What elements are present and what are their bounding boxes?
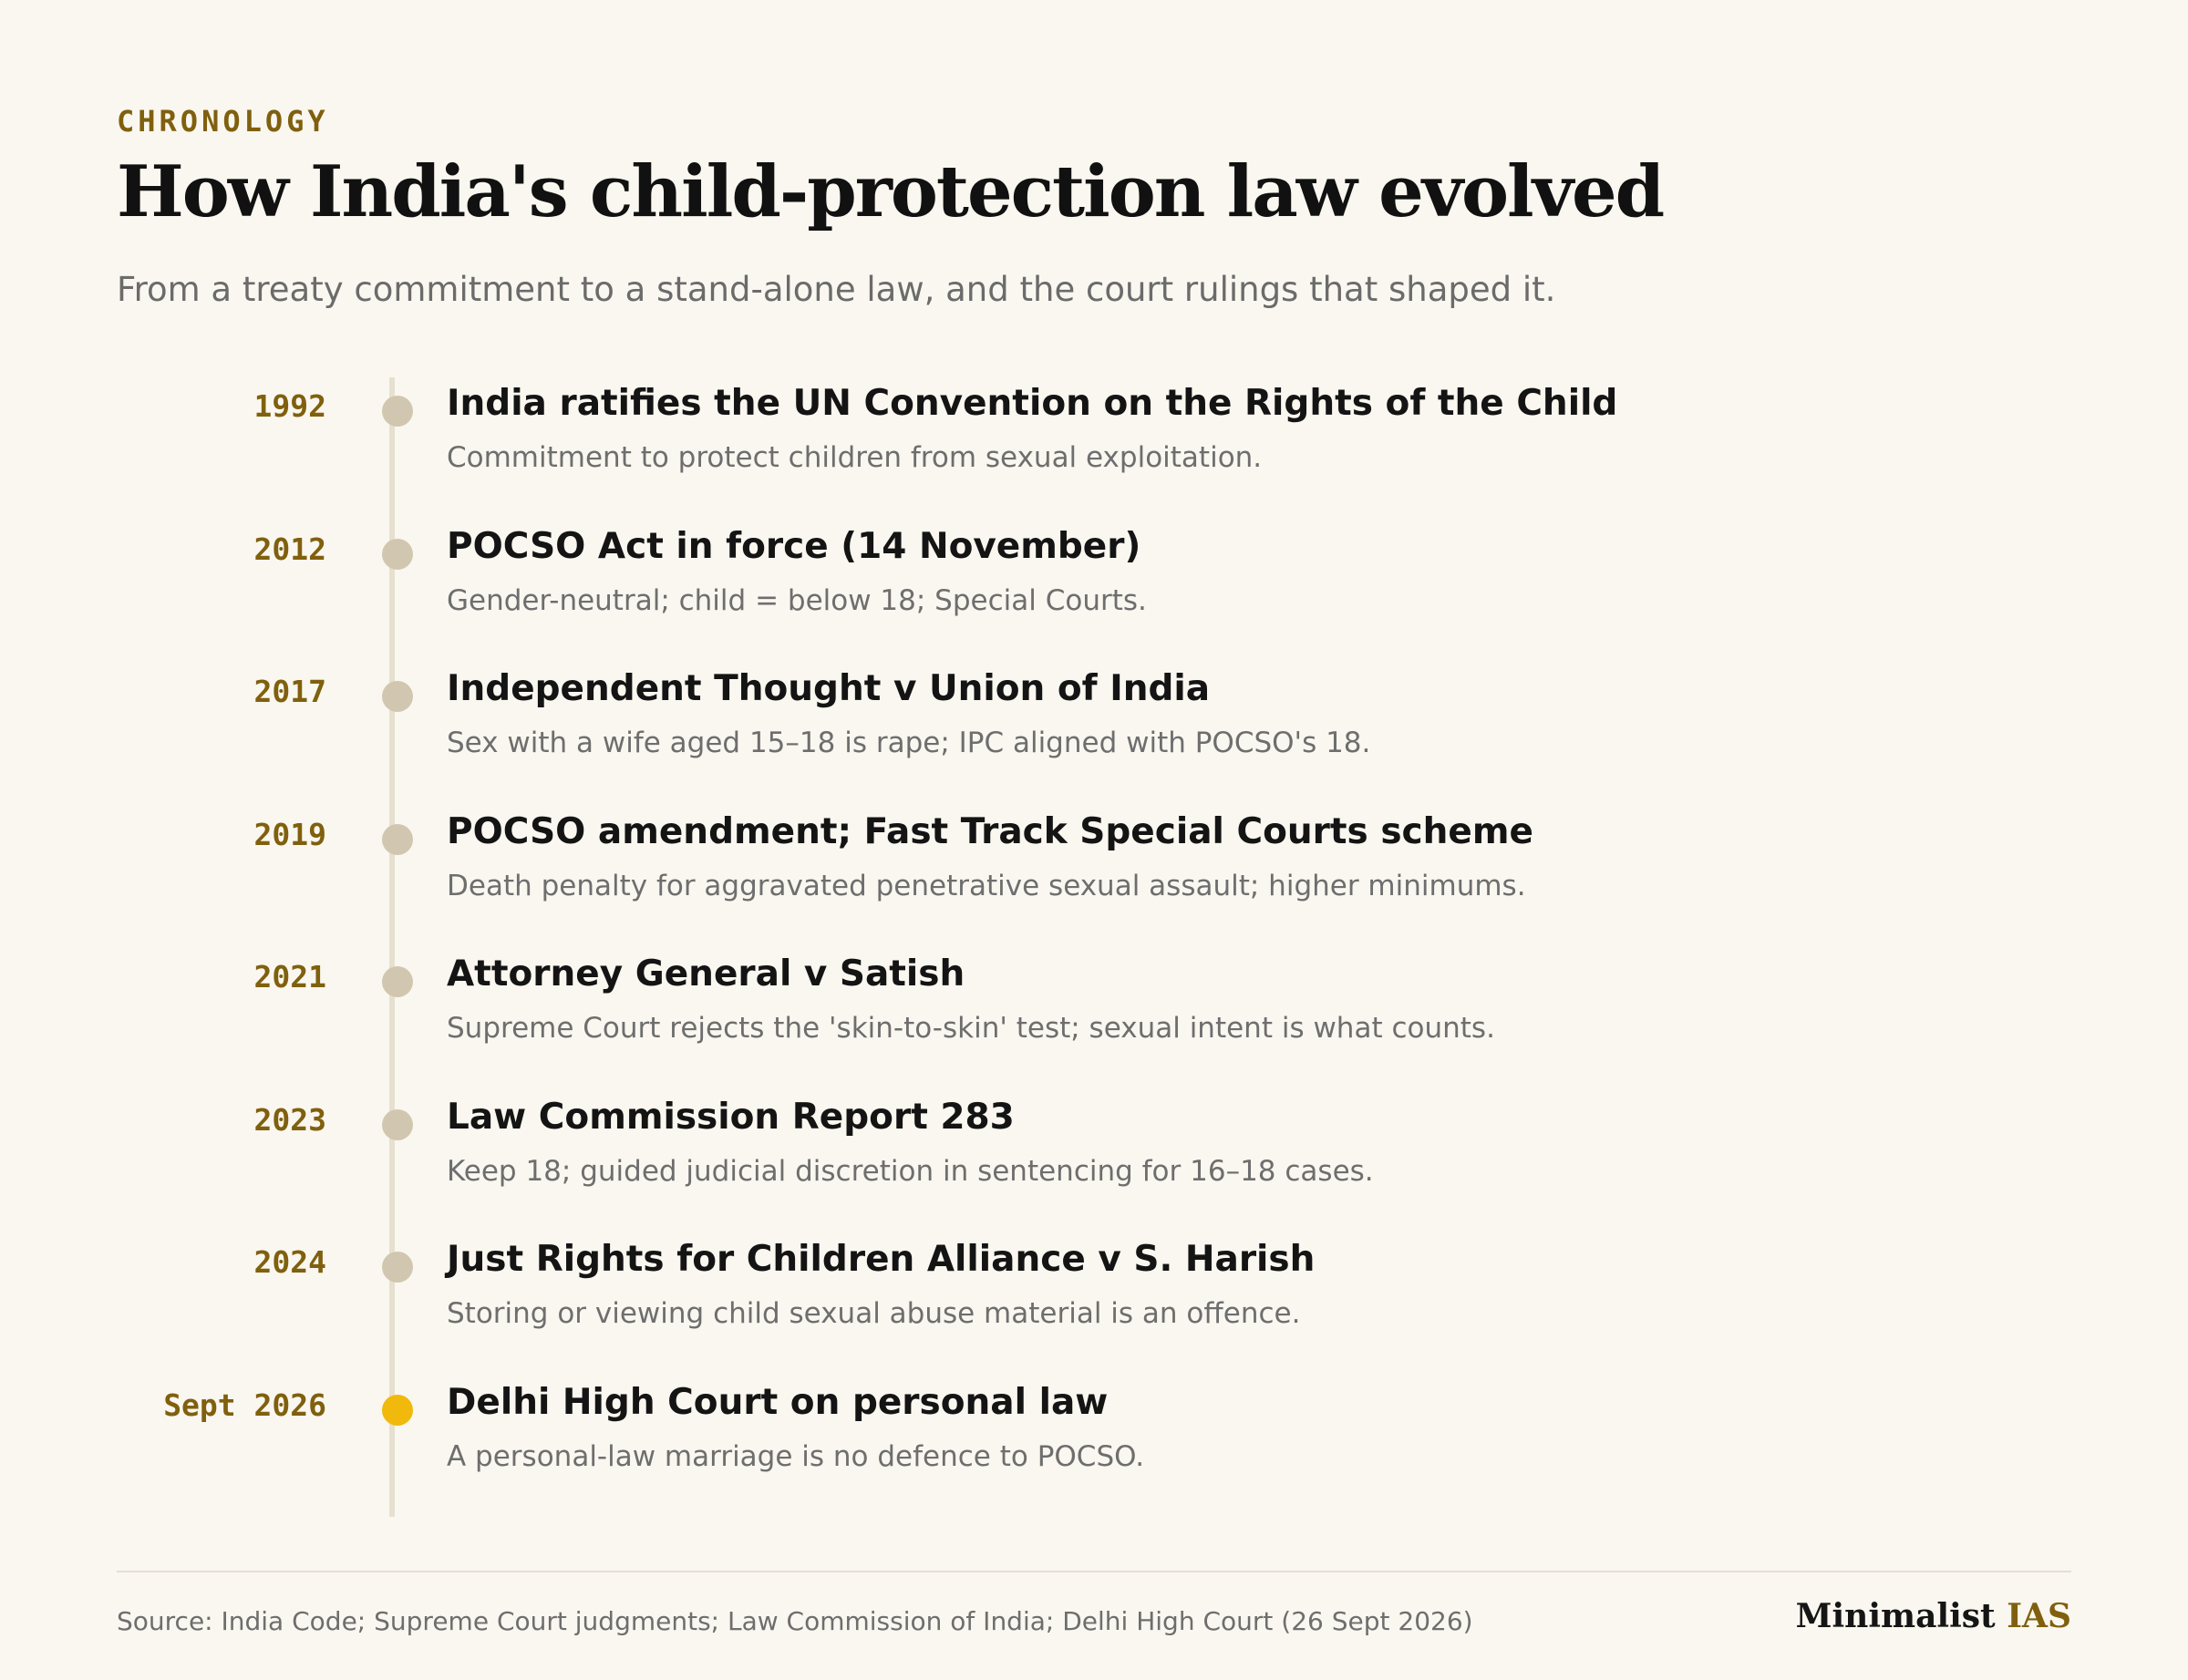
event-title: India ratifies the UN Convention on the … xyxy=(447,383,1618,424)
event-title: Delhi High Court on personal law xyxy=(447,1381,1109,1423)
timeline-axis xyxy=(389,377,395,1517)
footer-divider xyxy=(117,1571,2071,1572)
event-description: Storing or viewing child sexual abuse ma… xyxy=(447,1297,1301,1330)
event-year: Sept 2026 xyxy=(163,1386,326,1423)
timeline-event: 2023 Law Commission Report 283 Keep 18; gu… xyxy=(0,1097,2188,1233)
timeline-event: 2021 Attorney General v Satish Supreme Cou… xyxy=(0,953,2188,1090)
source-note: Source: India Code; Supreme Court judgme… xyxy=(117,1606,1473,1636)
event-title: POCSO amendment; Fast Track Special Cour… xyxy=(447,810,1533,852)
event-description: Death penalty for aggravated penetrative… xyxy=(447,869,1526,902)
page-title: How India's child-protection law evolved xyxy=(117,150,1665,233)
timeline-event: 2012 POCSO Act in force (14 November) Gend… xyxy=(0,526,2188,663)
brand-suffix: IAS xyxy=(2007,1597,2071,1635)
event-description: Supreme Court rejects the 'skin-to-skin'… xyxy=(447,1012,1495,1045)
timeline-dot xyxy=(382,538,413,570)
event-year: 2012 xyxy=(253,531,326,567)
event-description: A personal-law marriage is no defence to… xyxy=(447,1439,1145,1473)
event-description: Sex with a wife aged 15–18 is rape; IPC … xyxy=(447,727,1371,759)
timeline-dot xyxy=(382,823,413,855)
event-title: POCSO Act in force (14 November) xyxy=(447,525,1141,567)
timeline-dot xyxy=(382,396,413,427)
brand-logo: Minimalist IAS xyxy=(1796,1597,2071,1635)
timeline-event: 2024 Just Rights for Children Alliance v … xyxy=(0,1239,2188,1376)
eyebrow-label: CHRONOLOGY xyxy=(117,104,329,139)
event-title: Attorney General v Satish xyxy=(447,953,965,995)
event-year: 2024 xyxy=(253,1244,326,1280)
timeline-dot xyxy=(382,966,413,997)
event-description: Gender-neutral; child = below 18; Specia… xyxy=(447,583,1147,617)
page-subtitle: From a treaty commitment to a stand-alon… xyxy=(117,270,1556,309)
timeline-dot xyxy=(382,681,413,712)
event-description: Keep 18; guided judicial discretion in s… xyxy=(447,1154,1374,1188)
event-year: 2019 xyxy=(253,816,326,852)
timeline-dot xyxy=(382,1108,413,1140)
event-year: 2023 xyxy=(253,1101,326,1138)
timeline-event: 2017 Independent Thought v Union of India… xyxy=(0,668,2188,805)
event-description: Commitment to protect children from sexu… xyxy=(447,441,1263,474)
event-year: 2017 xyxy=(253,674,326,709)
timeline-dot-current xyxy=(382,1394,413,1426)
event-title: Just Rights for Children Alliance v S. H… xyxy=(447,1239,1316,1280)
timeline-dot xyxy=(382,1252,413,1283)
timeline-event: 2019 POCSO amendment; Fast Track Special … xyxy=(0,811,2188,948)
event-title: Law Commission Report 283 xyxy=(447,1096,1015,1138)
event-year: 2021 xyxy=(253,959,326,995)
event-title: Independent Thought v Union of India xyxy=(447,668,1211,709)
brand-name: Minimalist xyxy=(1795,1597,1996,1635)
timeline-event: Sept 2026 Delhi High Court on personal la… xyxy=(0,1382,2188,1519)
timeline-event: 1992 India ratifies the UN Convention on … xyxy=(0,383,2188,520)
event-year: 1992 xyxy=(253,388,326,424)
